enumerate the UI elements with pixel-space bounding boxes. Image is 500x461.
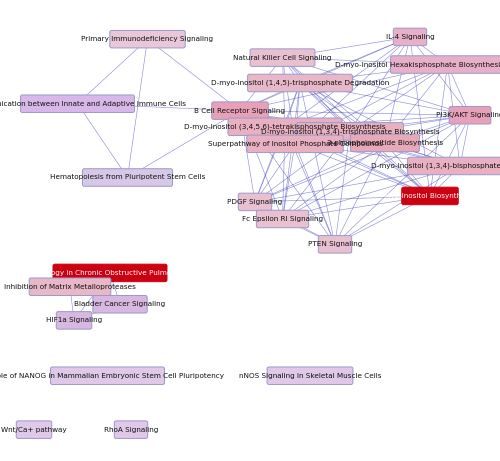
Text: Wnt/Ca+ pathway: Wnt/Ca+ pathway — [1, 426, 67, 433]
FancyBboxPatch shape — [20, 95, 134, 112]
Text: nNOS Signaling in Skeletal Muscle Cells: nNOS Signaling in Skeletal Muscle Cells — [239, 372, 382, 379]
Text: Myo-Inositol Biosynthesis: Myo-Inositol Biosynthesis — [384, 193, 476, 199]
Text: PI3K/AKT Signaling: PI3K/AKT Signaling — [436, 112, 500, 118]
FancyBboxPatch shape — [390, 56, 500, 73]
FancyBboxPatch shape — [16, 421, 52, 438]
Text: Inhibition of Matrix Metalloproteases: Inhibition of Matrix Metalloproteases — [4, 284, 136, 290]
FancyBboxPatch shape — [296, 123, 404, 140]
FancyBboxPatch shape — [394, 28, 426, 46]
FancyBboxPatch shape — [408, 157, 500, 175]
Text: D-myo-inositol (1,3,4)-trisphosphate Biosynthesis: D-myo-inositol (1,3,4)-trisphosphate Bio… — [260, 128, 440, 135]
Text: 3-phosphoinositide Biosynthesis: 3-phosphoinositide Biosynthesis — [327, 140, 443, 146]
FancyBboxPatch shape — [50, 367, 164, 384]
Text: Bladder Cancer Signaling: Bladder Cancer Signaling — [74, 301, 166, 307]
FancyBboxPatch shape — [93, 296, 147, 313]
Text: Hematopoiesis from Pluripotent Stem Cells: Hematopoiesis from Pluripotent Stem Cell… — [50, 174, 205, 181]
FancyBboxPatch shape — [250, 49, 315, 66]
Text: PTEN Signaling: PTEN Signaling — [308, 241, 362, 248]
Text: D-myo-inositol (1,4,5)-trisphosphate Degradation: D-myo-inositol (1,4,5)-trisphosphate Deg… — [211, 80, 389, 86]
FancyBboxPatch shape — [449, 106, 491, 124]
Text: Fc Epsilon RI Signaling: Fc Epsilon RI Signaling — [242, 216, 323, 222]
FancyBboxPatch shape — [53, 264, 167, 282]
Text: Role of NANOG in Mammalian Embryonic Stem Cell Pluripotency: Role of NANOG in Mammalian Embryonic Ste… — [0, 372, 224, 379]
Text: D-myo-Inositol Hexakisphosphate Biosynthesis II (Mammalian): D-myo-Inositol Hexakisphosphate Biosynth… — [335, 61, 500, 68]
FancyBboxPatch shape — [238, 193, 272, 211]
Text: Primary Immunodeficiency Signaling: Primary Immunodeficiency Signaling — [82, 36, 214, 42]
FancyBboxPatch shape — [318, 236, 352, 253]
Text: Superpathway of Inositol Phosphate Compounds: Superpathway of Inositol Phosphate Compo… — [208, 141, 382, 147]
Text: D-myo-Inositol (3,4,5,6)-tetrakisphosphate Biosynthesis: D-myo-Inositol (3,4,5,6)-tetrakisphospha… — [184, 124, 386, 130]
Text: Natural Killer Cell Signaling: Natural Killer Cell Signaling — [233, 54, 332, 61]
FancyBboxPatch shape — [256, 210, 308, 228]
FancyBboxPatch shape — [56, 312, 92, 329]
FancyBboxPatch shape — [247, 135, 343, 153]
FancyBboxPatch shape — [228, 118, 342, 136]
Text: RhoA Signaling: RhoA Signaling — [104, 426, 158, 433]
Text: Airway Pathology in Chronic Obstructive Pulmonary Disease: Airway Pathology in Chronic Obstructive … — [2, 270, 218, 276]
FancyBboxPatch shape — [82, 169, 172, 186]
FancyBboxPatch shape — [212, 102, 268, 119]
Text: D-myo-Inositol (1,3,4)-bisphosphate Biosynthesis: D-myo-Inositol (1,3,4)-bisphosphate Bios… — [371, 163, 500, 169]
FancyBboxPatch shape — [248, 74, 352, 92]
FancyBboxPatch shape — [110, 30, 185, 48]
FancyBboxPatch shape — [350, 134, 420, 152]
Text: PDGF Signaling: PDGF Signaling — [228, 199, 282, 205]
Text: Communication between Innate and Adaptive Immune Cells: Communication between Innate and Adaptiv… — [0, 100, 186, 107]
Text: HIF1a Signaling: HIF1a Signaling — [46, 317, 102, 324]
FancyBboxPatch shape — [114, 421, 148, 438]
Text: B Cell Receptor Signaling: B Cell Receptor Signaling — [194, 107, 286, 114]
FancyBboxPatch shape — [29, 278, 111, 296]
Text: IL-4 Signaling: IL-4 Signaling — [386, 34, 434, 40]
FancyBboxPatch shape — [402, 187, 458, 205]
FancyBboxPatch shape — [267, 367, 353, 384]
